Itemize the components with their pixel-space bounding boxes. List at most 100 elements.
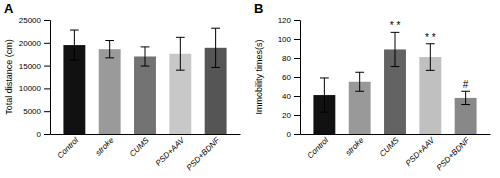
tick: 60	[282, 73, 300, 82]
tick-mark	[294, 20, 300, 21]
error-cap	[211, 28, 220, 29]
x-axis: Control stroke CUMSPSD+AAVPSD+BDNF	[301, 135, 491, 173]
tick: 20000	[19, 39, 50, 48]
error-cap	[320, 112, 329, 113]
error-line	[465, 91, 466, 104]
error-cap	[391, 32, 400, 33]
error-bar	[176, 37, 185, 70]
annotation: #	[463, 79, 469, 90]
tick-mark	[294, 96, 300, 97]
annotation: * *	[390, 20, 401, 31]
error-cap	[141, 66, 150, 67]
error-line	[180, 37, 181, 70]
tick-label: 10000	[19, 84, 42, 93]
figure: A0500010000150002000025000ControlstrokeC…	[0, 0, 500, 178]
error-bar	[211, 28, 220, 67]
tick: PSD+BDNF	[185, 135, 222, 172]
error-bar	[355, 72, 364, 91]
y-axis: 0500010000150002000025000	[19, 16, 51, 139]
panel-title: A	[4, 1, 14, 16]
tick: Control	[306, 136, 331, 161]
tick-mark	[294, 115, 300, 116]
tick-label: Control	[306, 136, 331, 161]
tick: Control	[56, 136, 81, 161]
tick-label: PSD+BDNF	[185, 135, 222, 172]
tick: 0	[37, 130, 50, 139]
axis-title: Immobility times(s)	[254, 39, 264, 114]
tick-label: 25000	[19, 16, 42, 25]
error-cap	[391, 66, 400, 67]
tick-mark	[294, 77, 300, 78]
error-cap	[141, 46, 150, 47]
axis-title: Total distance (cm)	[4, 39, 14, 115]
error-line	[74, 30, 75, 60]
tick-mark	[44, 20, 50, 21]
tick: stroke	[344, 135, 366, 157]
error-cap	[105, 57, 114, 58]
tick-mark	[44, 134, 50, 135]
tick-label: Control	[56, 136, 81, 161]
error-bar	[461, 91, 470, 104]
tick-label: PSD+BDNF	[435, 135, 472, 172]
tick: 15000	[19, 62, 50, 71]
error-cap	[461, 104, 470, 105]
tick-label: CUMS	[378, 135, 401, 158]
tick: 120	[278, 16, 300, 25]
tick-mark	[294, 58, 300, 59]
error-cap	[176, 70, 185, 71]
tick: 25000	[19, 16, 50, 25]
tick: PSD+BDNF	[435, 135, 472, 172]
tick-label: PSD+AAV	[404, 135, 437, 168]
tick: 10000	[19, 84, 50, 93]
tick-label: stroke	[94, 135, 116, 157]
tick: PSD+AAV	[154, 135, 187, 168]
tick-mark	[44, 88, 50, 89]
tick-label: stroke	[344, 135, 366, 157]
tick-label: 80	[282, 54, 291, 63]
error-line	[109, 41, 110, 58]
marks	[313, 32, 476, 134]
tick: 100	[278, 35, 300, 44]
tick-label: 20000	[19, 39, 42, 48]
tick-label: PSD+AAV	[154, 135, 187, 168]
error-line	[215, 28, 216, 67]
error-bar	[141, 47, 150, 66]
tick: 0	[287, 130, 300, 139]
error-line	[324, 78, 325, 112]
error-cap	[176, 37, 185, 38]
error-line	[395, 32, 396, 66]
error-cap	[70, 30, 79, 31]
panel: B020406080100120ControlstrokeCUMSPSD+AAV…	[254, 1, 491, 172]
tick-label: 60	[282, 73, 291, 82]
tick-mark	[44, 66, 50, 67]
error-cap	[426, 43, 435, 44]
tick-label: 0	[37, 130, 42, 139]
error-bar	[320, 78, 329, 112]
tick: 80	[282, 54, 300, 63]
tick: CUMS	[378, 135, 401, 158]
error-line	[145, 47, 146, 66]
tick: stroke	[94, 135, 116, 157]
error-bar	[426, 44, 435, 71]
plot: 020406080100120ControlstrokeCUMSPSD+AAVP…	[254, 16, 491, 172]
error-bar	[105, 41, 114, 58]
panel-title: B	[254, 1, 263, 16]
error-cap	[355, 72, 364, 73]
panel: A0500010000150002000025000ControlstrokeC…	[4, 1, 241, 172]
marks	[63, 28, 226, 134]
tick: CUMS	[128, 135, 151, 158]
tick-label: 15000	[19, 62, 42, 71]
error-bar	[391, 32, 400, 66]
axis-line	[294, 21, 301, 135]
tick: PSD+AAV	[404, 135, 437, 168]
error-cap	[320, 77, 329, 78]
bar	[134, 56, 156, 134]
axis-line	[44, 21, 51, 135]
tick-label: 0	[287, 130, 292, 139]
axis-line	[51, 134, 241, 135]
error-cap	[105, 40, 114, 41]
tick: 40	[282, 92, 300, 101]
error-cap	[211, 67, 220, 68]
axis-line	[301, 134, 491, 135]
x-axis: Control stroke CUMSPSD+AAVPSD+BDNF	[51, 135, 241, 173]
